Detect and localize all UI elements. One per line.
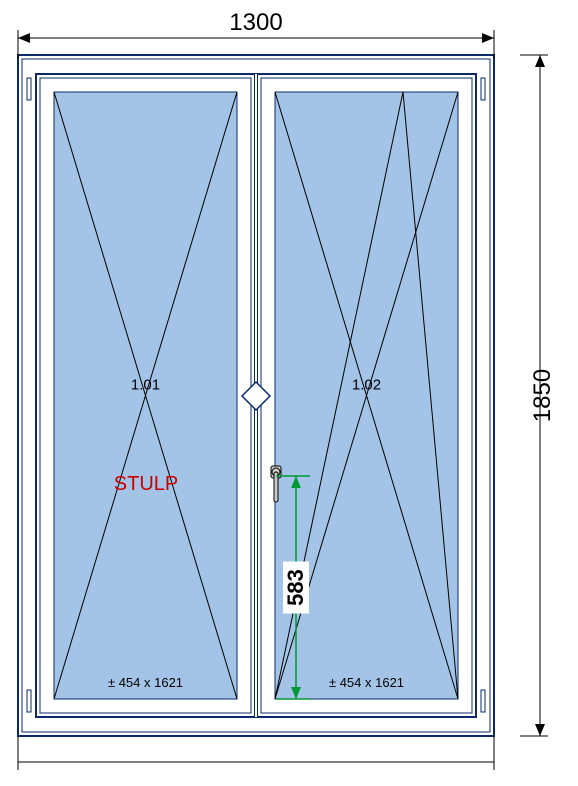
hinge	[27, 690, 31, 712]
hinge	[481, 690, 485, 712]
dim-horizontal: 1300	[18, 9, 494, 58]
window-drawing: 1.01 ± 454 x 1621 1.02 ± 454 x 1621 STULP 583…	[0, 0, 578, 786]
hinge	[27, 78, 31, 100]
hinge	[481, 78, 485, 100]
sash-id-label: 1.02	[352, 376, 381, 393]
glass-size-label: ± 454 x 1621	[329, 675, 404, 690]
handle-dim-label: 583	[283, 569, 308, 606]
sash-right: 1.02 ± 454 x 1621	[257, 74, 485, 717]
sash-left: 1.01 ± 454 x 1621	[27, 74, 255, 717]
dim-width-label: 1300	[229, 9, 282, 36]
glass-size-label: ± 454 x 1621	[108, 675, 183, 690]
dim-height-label: 1850	[529, 369, 556, 422]
dim-vertical: 1850	[520, 55, 556, 736]
stulp-label: STULP	[114, 473, 178, 495]
sash-id-label: 1.01	[131, 376, 160, 393]
